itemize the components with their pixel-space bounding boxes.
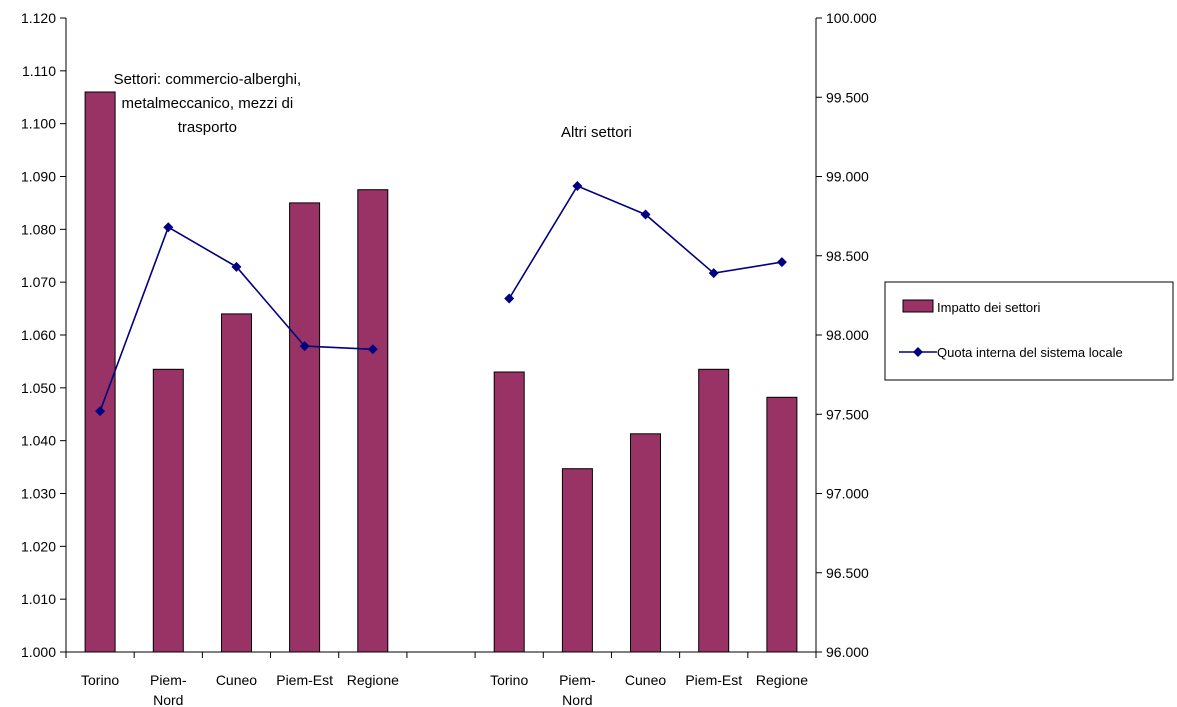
bar: [561, 468, 593, 653]
y-left-tick-label: 1.120: [21, 10, 56, 26]
bar: [698, 368, 730, 653]
y-right-tick-label: 97.500: [826, 406, 869, 422]
y-right-tick-label: 100.000: [826, 10, 877, 26]
legend: Impatto dei settori Quota interna del sis…: [884, 281, 1174, 381]
bar: [357, 189, 389, 653]
y-left-tick-label: 1.000: [21, 644, 56, 660]
y-right-tick-label: 98.000: [826, 327, 869, 343]
category-label: Cuneo: [216, 672, 257, 688]
category-label: Torino: [490, 672, 528, 688]
point-marker: [640, 209, 651, 220]
bar: [84, 91, 116, 653]
y-left-tick-label: 1.060: [21, 327, 56, 343]
y-left-tick-label: 1.030: [21, 486, 56, 502]
annotation-text: Settori: commercio-alberghi, metalmeccani…: [114, 71, 302, 136]
point-marker: [299, 341, 310, 352]
point-marker: [572, 181, 583, 192]
point-marker: [708, 268, 719, 279]
legend-box: [884, 281, 1174, 381]
annotations: Settori: commercio-alberghi, metalmeccani…: [114, 71, 632, 141]
annotation-text: Altri settori: [561, 124, 632, 141]
line-series: [95, 181, 787, 417]
y-left-tick-label: 1.050: [21, 380, 56, 396]
bar: [221, 313, 252, 653]
legend-bar-swatch: [902, 299, 934, 313]
series-line: [508, 184, 783, 299]
bar: [630, 433, 661, 653]
point-marker: [231, 261, 242, 272]
point-marker: [163, 222, 174, 233]
category-label: Piem-Est: [685, 672, 742, 688]
y-left-tick-label: 1.080: [21, 221, 56, 237]
y-right-tick-label: 96.000: [826, 644, 869, 660]
bar: [152, 368, 184, 653]
y-left-tick-label: 1.040: [21, 433, 56, 449]
y-left-tick-label: 1.110: [22, 63, 56, 79]
point-marker: [504, 293, 515, 304]
category-label: Piem-Nord: [150, 672, 187, 707]
legend-marker: [913, 347, 923, 357]
y-right-tick-label: 96.500: [826, 565, 869, 581]
y-left-tick-label: 1.100: [21, 116, 56, 132]
bar: [766, 396, 798, 653]
y-right-tick-label: 97.000: [826, 486, 869, 502]
category-label: Piem-Est: [276, 672, 333, 688]
y-left-tick-label: 1.020: [21, 538, 56, 554]
y-left-tick-label: 1.090: [21, 169, 56, 185]
category-labels: Torino Piem-Nord Cuneo Piem-Est Regione Torin…: [81, 672, 808, 707]
bar: [289, 202, 321, 653]
axes: [60, 17, 822, 658]
category-label: Piem-Nord: [559, 672, 596, 707]
legend-label: Impatto dei settori: [937, 300, 1040, 315]
bar: [493, 371, 525, 653]
legend-label: Quota interna del sistema locale: [937, 345, 1123, 360]
category-label: Torino: [81, 672, 119, 688]
category-label: Regione: [756, 672, 808, 688]
point-marker: [95, 406, 106, 417]
y-right-tick-label: 98.500: [826, 248, 869, 264]
bar-series: [84, 91, 798, 653]
tick-labels: 1.000 1.010 1.020 1.030 1.040 1.050 1.060 1.070…: [21, 10, 877, 660]
y-left-tick-label: 1.010: [21, 591, 56, 607]
y-right-tick-label: 99.500: [826, 89, 869, 105]
y-left-tick-label: 1.070: [21, 274, 56, 290]
category-label: Cuneo: [625, 672, 666, 688]
point-marker: [776, 257, 787, 268]
y-right-tick-label: 99.000: [826, 169, 869, 185]
category-label: Regione: [347, 672, 399, 688]
point-marker: [367, 344, 378, 355]
